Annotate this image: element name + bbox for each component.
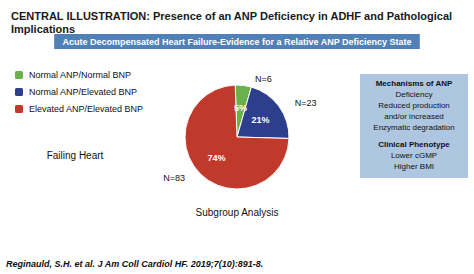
svg-text:21%: 21% [251,115,269,125]
svg-text:CENTRAL ILLUSTRATION: Presence: CENTRAL ILLUSTRATION: Presence of an ANP… [11,10,455,22]
svg-text:Clinical Phenotype: Clinical Phenotype [378,140,450,149]
svg-text:74%: 74% [208,153,226,163]
svg-text:and/or increased: and/or increased [384,112,444,121]
svg-text:Elevated ANP/Elevated BNP: Elevated ANP/Elevated BNP [29,104,143,114]
svg-text:Reginauld, S.H. et al. J Am Co: Reginauld, S.H. et al. J Am Coll Cardiol… [6,259,263,269]
svg-text:Failing Heart: Failing Heart [47,150,104,161]
svg-text:N=6: N=6 [255,74,272,84]
svg-text:Reduced production: Reduced production [378,101,450,110]
svg-text:Subgroup Analysis: Subgroup Analysis [196,207,279,218]
svg-text:Enzymatic degradation: Enzymatic degradation [373,123,454,132]
svg-text:N=83: N=83 [163,173,185,183]
svg-text:Normal ANP/Normal BNP: Normal ANP/Normal BNP [29,70,131,80]
svg-text:Normal ANP/Elevated BNP: Normal ANP/Elevated BNP [29,87,137,97]
svg-text:Acute Decompensated Heart Fail: Acute Decompensated Heart Failure-Eviden… [62,37,411,47]
svg-text:N=23: N=23 [295,98,317,108]
svg-text:Implications: Implications [11,23,75,35]
svg-text:Higher BMI: Higher BMI [394,162,434,171]
svg-text:5%: 5% [234,103,247,113]
svg-text:Mechanisms of ANP: Mechanisms of ANP [376,79,453,88]
svg-text:Deficiency: Deficiency [396,90,433,99]
svg-text:Lower cGMP: Lower cGMP [391,151,437,160]
